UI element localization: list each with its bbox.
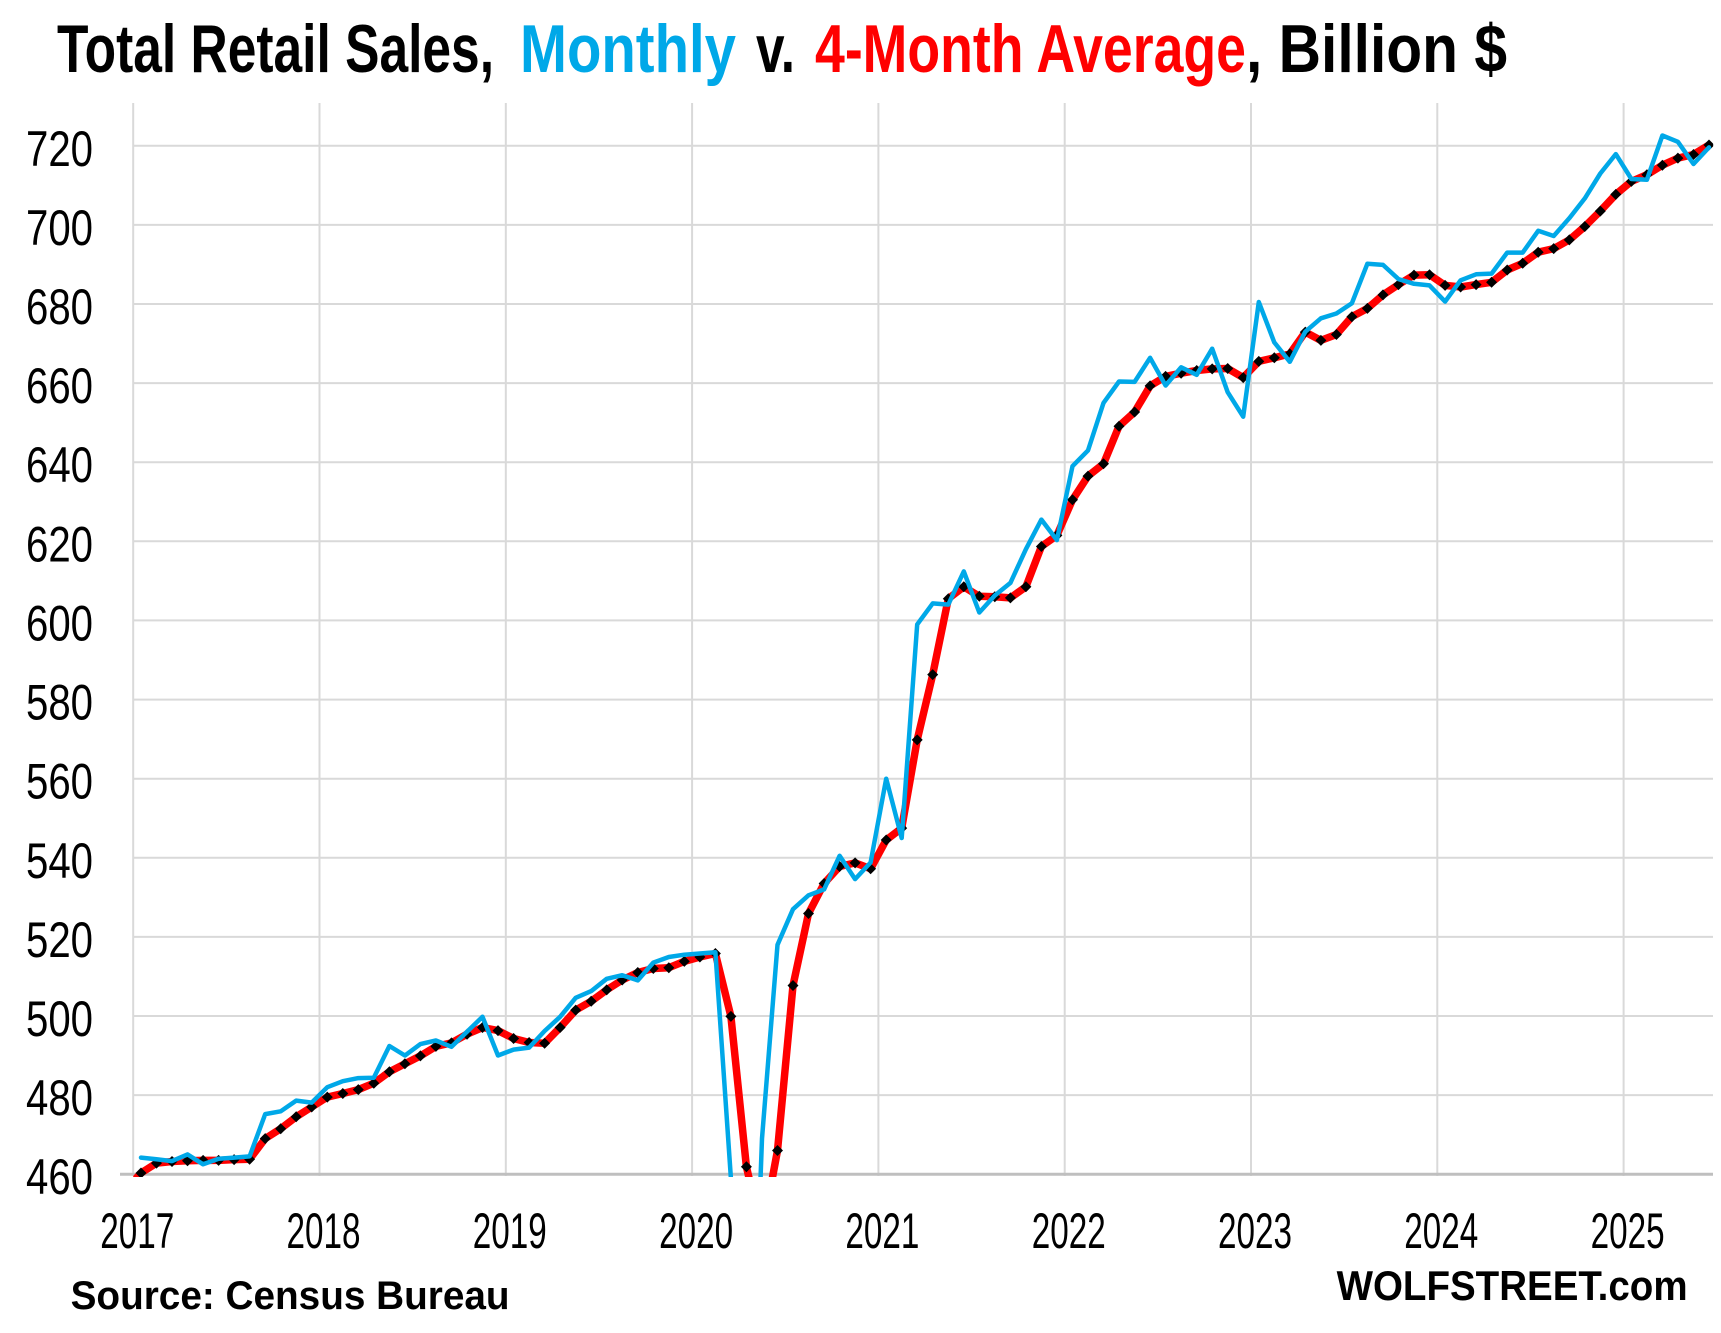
svg-text:v.: v. <box>756 11 795 87</box>
svg-text:2017: 2017 <box>100 1203 174 1259</box>
svg-text:2020: 2020 <box>659 1203 733 1259</box>
svg-text:4-Month Average: 4-Month Average <box>815 11 1246 87</box>
svg-text:2024: 2024 <box>1404 1203 1478 1259</box>
svg-text:500: 500 <box>26 991 93 1047</box>
svg-text:620: 620 <box>26 516 93 572</box>
svg-text:680: 680 <box>26 279 93 335</box>
svg-text:460: 460 <box>26 1149 93 1205</box>
svg-text:2018: 2018 <box>287 1203 361 1259</box>
svg-text:, Billion $: , Billion $ <box>1246 11 1507 87</box>
svg-text:2023: 2023 <box>1218 1203 1292 1259</box>
svg-text:720: 720 <box>26 121 93 177</box>
svg-text:Total Retail Sales,: Total Retail Sales, <box>57 11 494 87</box>
svg-text:2025: 2025 <box>1591 1203 1665 1259</box>
svg-text:Source: Census Bureau: Source: Census Bureau <box>71 1274 510 1318</box>
svg-text:640: 640 <box>26 437 93 493</box>
svg-text:700: 700 <box>26 200 93 256</box>
svg-text:520: 520 <box>26 912 93 968</box>
svg-text:2022: 2022 <box>1032 1203 1106 1259</box>
svg-text:480: 480 <box>26 1070 93 1126</box>
svg-text:660: 660 <box>26 358 93 414</box>
svg-text:560: 560 <box>26 754 93 810</box>
svg-text:580: 580 <box>26 675 93 731</box>
svg-text:Monthly: Monthly <box>520 11 736 87</box>
svg-text:WOLFSTREET.com: WOLFSTREET.com <box>1337 1262 1688 1309</box>
svg-text:2021: 2021 <box>845 1203 919 1259</box>
svg-text:600: 600 <box>26 595 93 651</box>
svg-text:2019: 2019 <box>473 1203 547 1259</box>
svg-text:540: 540 <box>26 833 93 889</box>
